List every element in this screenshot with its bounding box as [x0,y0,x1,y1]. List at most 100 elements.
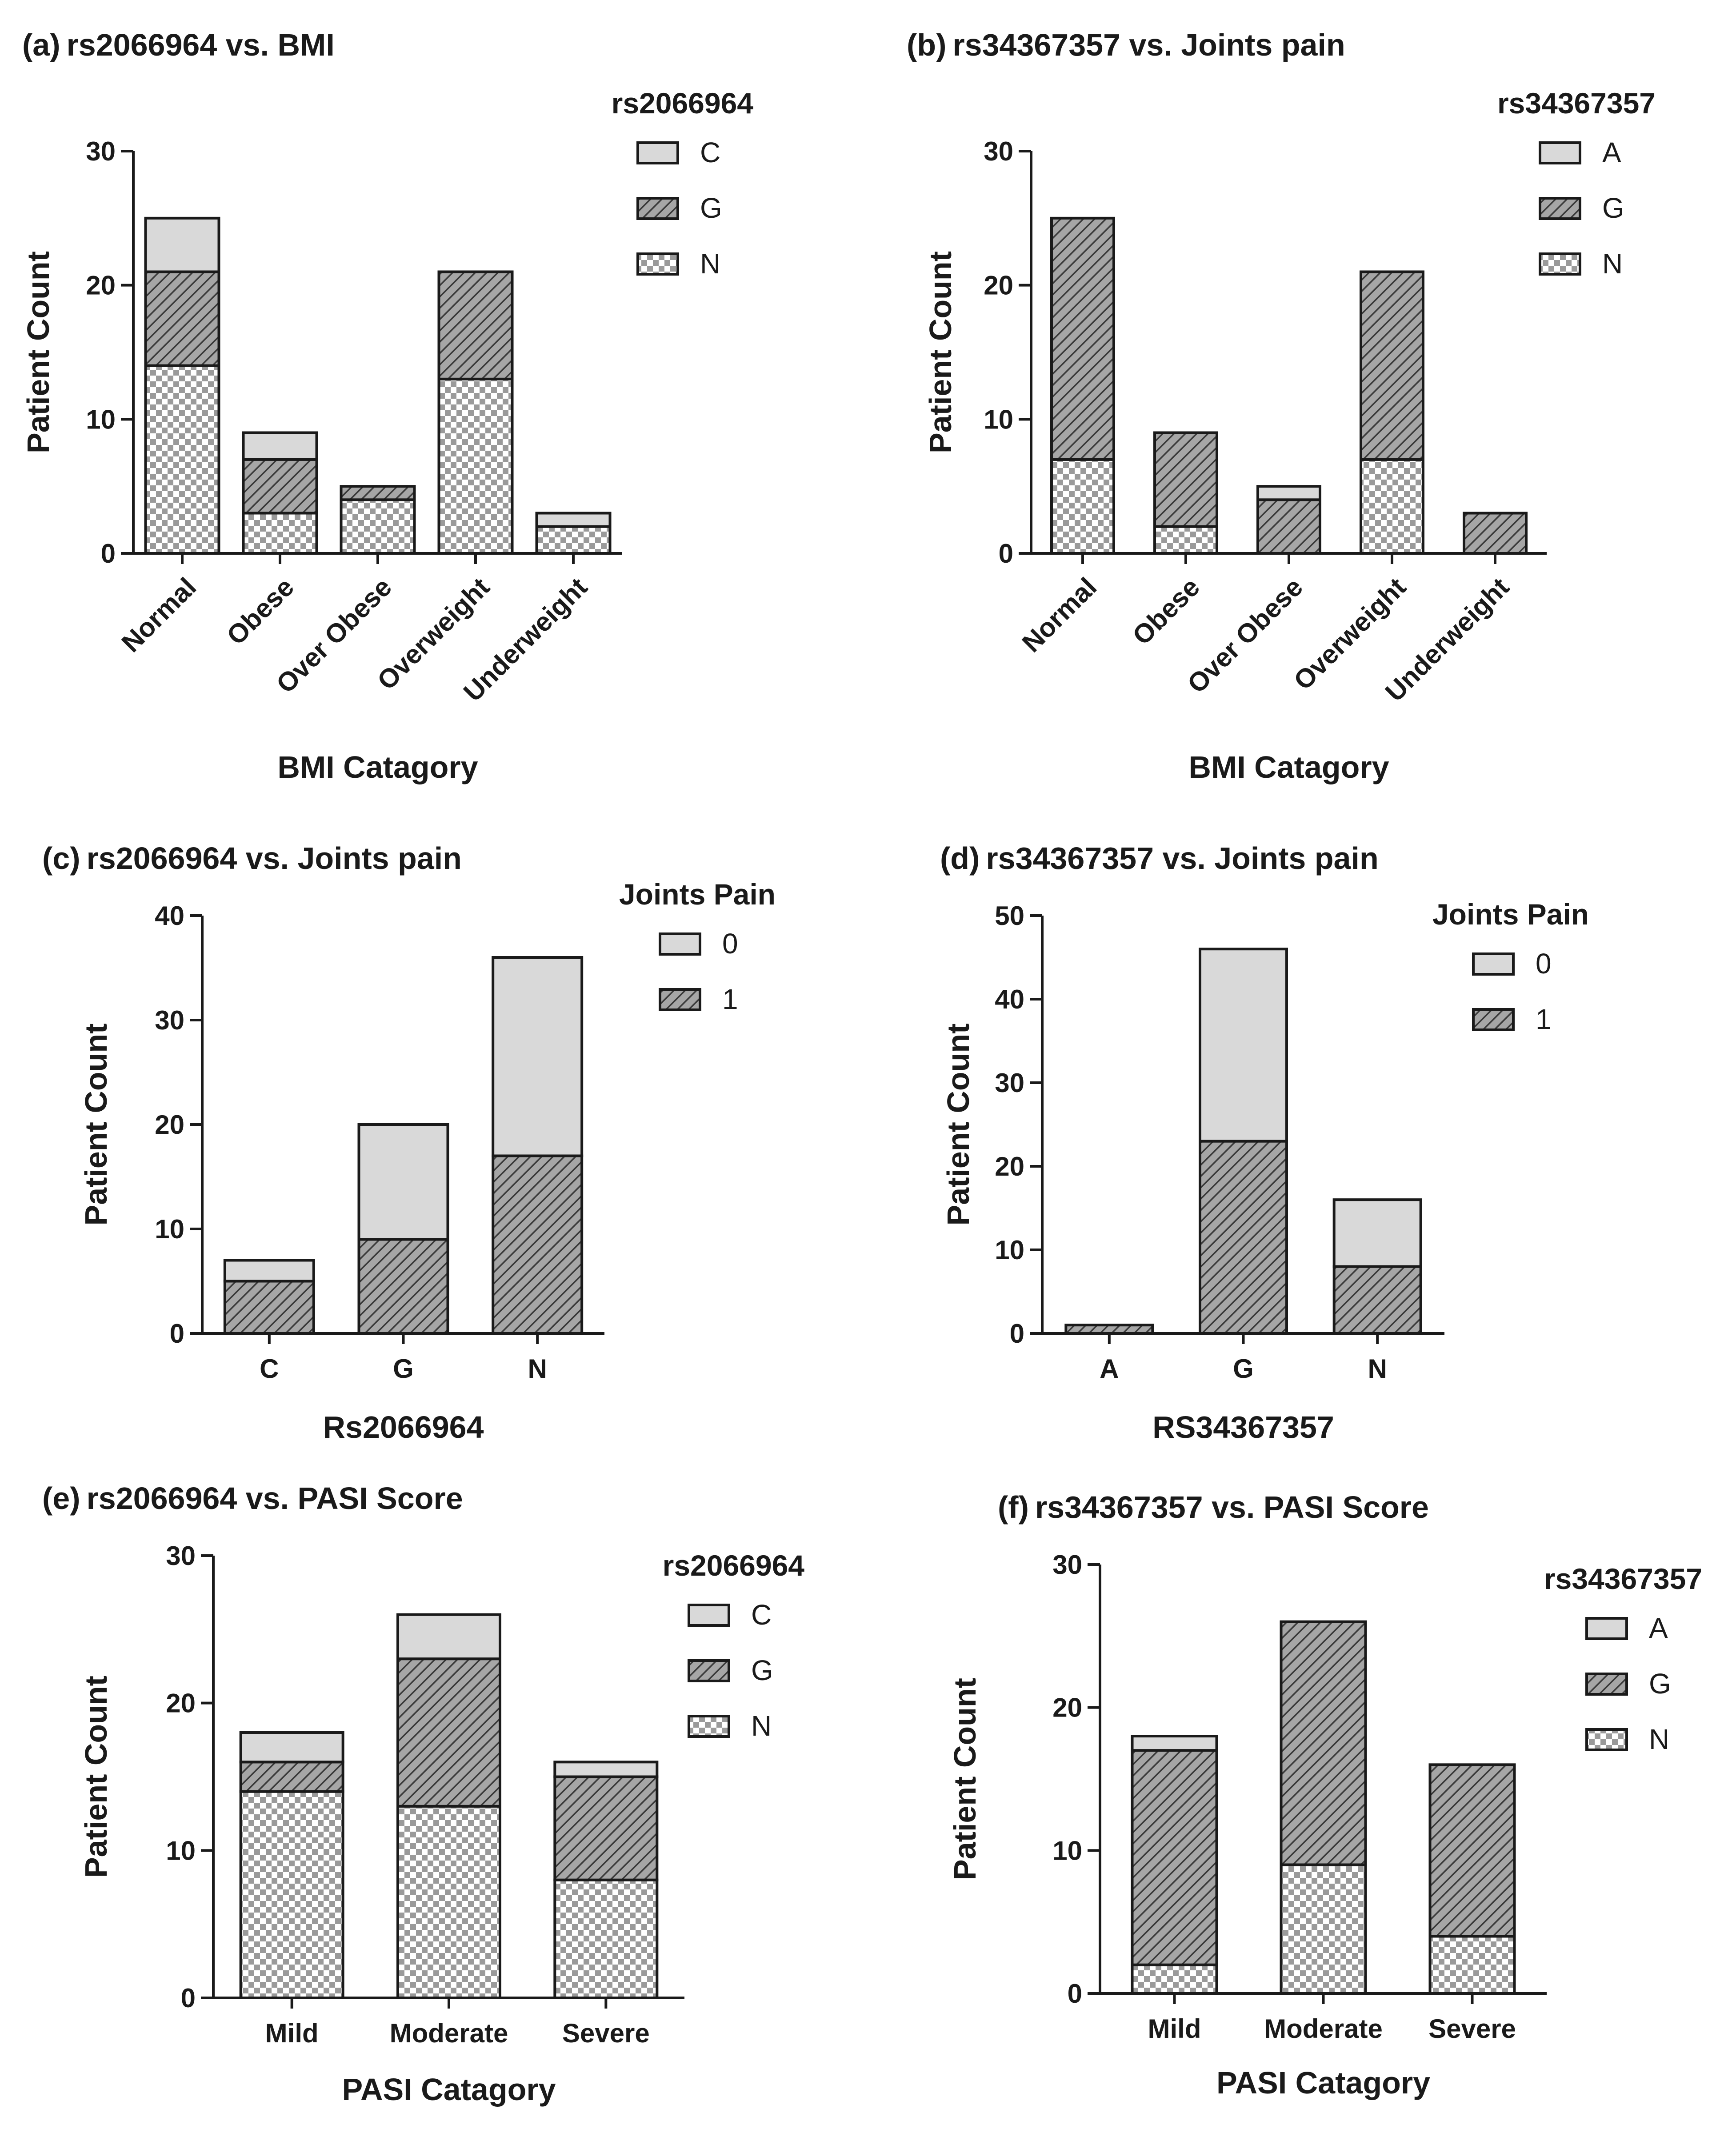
y-tick-label: 0 [101,539,116,568]
legend-label: G [1602,192,1624,224]
chart-title: (f) rs34367357 vs. PASI Score [998,1490,1429,1525]
x-axis-title: BMI Catagory [1188,750,1389,784]
legend-label: 0 [722,928,738,960]
bar-segment-normal-g [1050,216,1115,461]
legend-swatch-g [688,1659,730,1682]
legend-swatch-a [1585,1617,1628,1640]
bar-segment-n-1 [1332,1265,1422,1335]
legend-swatch-g [1585,1673,1628,1696]
y-tick-label: 10 [86,404,116,434]
chart-panel-a: (a) rs2066964 vs. BMI 0 10 20 30 Patient Count… [21,28,753,784]
y-tick-label: 20 [995,1152,1024,1181]
y-tick-label: 20 [984,271,1013,300]
panel-tag: (f) [998,1490,1029,1525]
legend-label: N [751,1710,772,1742]
bar-segment-over-obese-a [1256,485,1321,501]
y-tick-label: 0 [170,1319,184,1349]
bar-segment-overweight-n [1360,458,1424,555]
y-axis-title: Patient Count [941,1024,976,1226]
bar-segment-moderate-g [396,1657,501,1808]
panel-tag: (e) [42,1481,80,1516]
legend-label: 0 [1536,948,1552,980]
bar-segment-underweight-g [1463,512,1528,555]
chart-panel-c: (c) rs2066964 vs. Joints pain010203040Pat… [42,841,776,1445]
bar-segment-over-obese-g [1256,498,1321,555]
y-axis-title: Patient Count [948,1678,982,1880]
y-tick-label: 50 [995,901,1024,931]
legend-label: G [751,1654,773,1686]
x-category-label: N [528,1354,547,1384]
bar-segment-severe-n [553,1878,659,1999]
y-tick-label: 20 [1052,1693,1082,1723]
bar-segment-obese-g [1153,431,1218,528]
chart-title: (b) rs34367357 vs. Joints pain [907,28,1345,62]
legend-swatch-0 [659,932,701,956]
legend-title: Joints Pain [619,878,776,911]
x-category-label: C [260,1354,279,1384]
chart-panel-b: (b) rs34367357 vs. Joints pain 0 10 20 30 Pati… [907,28,1656,784]
bar-segment-g-1 [357,1238,449,1335]
y-tick-label: 30 [995,1068,1024,1098]
panel-title-text: rs2066964 vs. BMI [67,28,335,62]
y-tick-label: 30 [166,1541,196,1571]
legend-swatch-g [1539,197,1581,220]
y-tick-label: 10 [984,404,1013,434]
legend: rs2066964 CGN [663,1549,805,1742]
x-category-label: Mild [1148,2014,1201,2044]
panel-title-text: rs2066964 vs. Joints pain [87,841,462,876]
y-tick-label: 10 [995,1235,1024,1265]
bar-segment-mild-c [239,1731,344,1764]
legend-swatch-0 [1472,952,1515,976]
y-tick-label: 0 [999,539,1013,568]
bar-segment-normal-c [144,216,220,273]
y-tick-label: 30 [155,1005,184,1035]
legend-label: C [700,136,720,168]
legend-title: rs2066964 [663,1549,805,1582]
legend-title: rs34367357 [1544,1562,1702,1595]
x-axis-title: PASI Catagory [342,2072,556,2107]
y-axis-title: Patient Count [79,1024,113,1226]
y-axis-title: Patient Count [923,251,958,453]
legend: rs2066964 CGN [612,87,754,280]
y-tick-label: 30 [984,136,1013,166]
legend-label: 1 [1536,1003,1552,1035]
panel-title-text: rs34367357 vs. Joints pain [952,28,1345,62]
y-axis-title: Patient Count [79,1676,113,1878]
legend: Joints Pain 0 1 [1432,898,1589,1035]
x-category-label: Normal [116,572,202,658]
bar-segment-moderate-n [396,1805,501,1999]
bar-segment-mild-n [1131,1963,1218,1995]
y-tick-label: 40 [995,984,1024,1014]
legend-label: A [1649,1612,1668,1644]
bar-segment-mild-g [1131,1749,1218,1966]
bar-segment-n-0 [1332,1198,1422,1268]
bar-segment-moderate-g [1280,1620,1367,1866]
x-axis-title: Rs2066964 [323,1410,484,1445]
x-axis-title: PASI Catagory [1216,2065,1430,2100]
y-tick-label: 0 [1010,1319,1024,1349]
bar-segment-overweight-g [1360,270,1424,461]
bar-segment-mild-n [239,1790,344,2000]
legend-swatch-g [636,197,679,220]
bar-segment-mild-g [239,1761,344,1793]
panel-tag: (d) [940,841,980,876]
panel-title-text: rs2066964 vs. PASI Score [87,1481,463,1516]
bar-segment-underweight-n [535,525,612,555]
legend-swatch-n [688,1715,730,1738]
y-tick-label: 10 [1052,1836,1082,1865]
x-category-label: N [1368,1354,1387,1384]
x-axis-title: BMI Catagory [277,750,478,784]
legend-swatch-a [1539,141,1581,164]
chart-title: (c) rs2066964 vs. Joints pain [42,841,462,876]
bar-segment-normal-g [144,270,220,367]
x-category-label: Moderate [390,2018,508,2048]
legend-swatch-c [688,1604,730,1627]
bar-segment-severe-g [553,1775,659,1881]
legend-swatch-n [1539,252,1581,276]
y-axis-title: Patient Count [21,251,56,453]
bar-segment-severe-g [1428,1763,1516,1938]
x-category-label: G [1233,1354,1254,1384]
x-category-label: Normal [1016,572,1103,658]
y-tick-label: 40 [155,901,184,931]
